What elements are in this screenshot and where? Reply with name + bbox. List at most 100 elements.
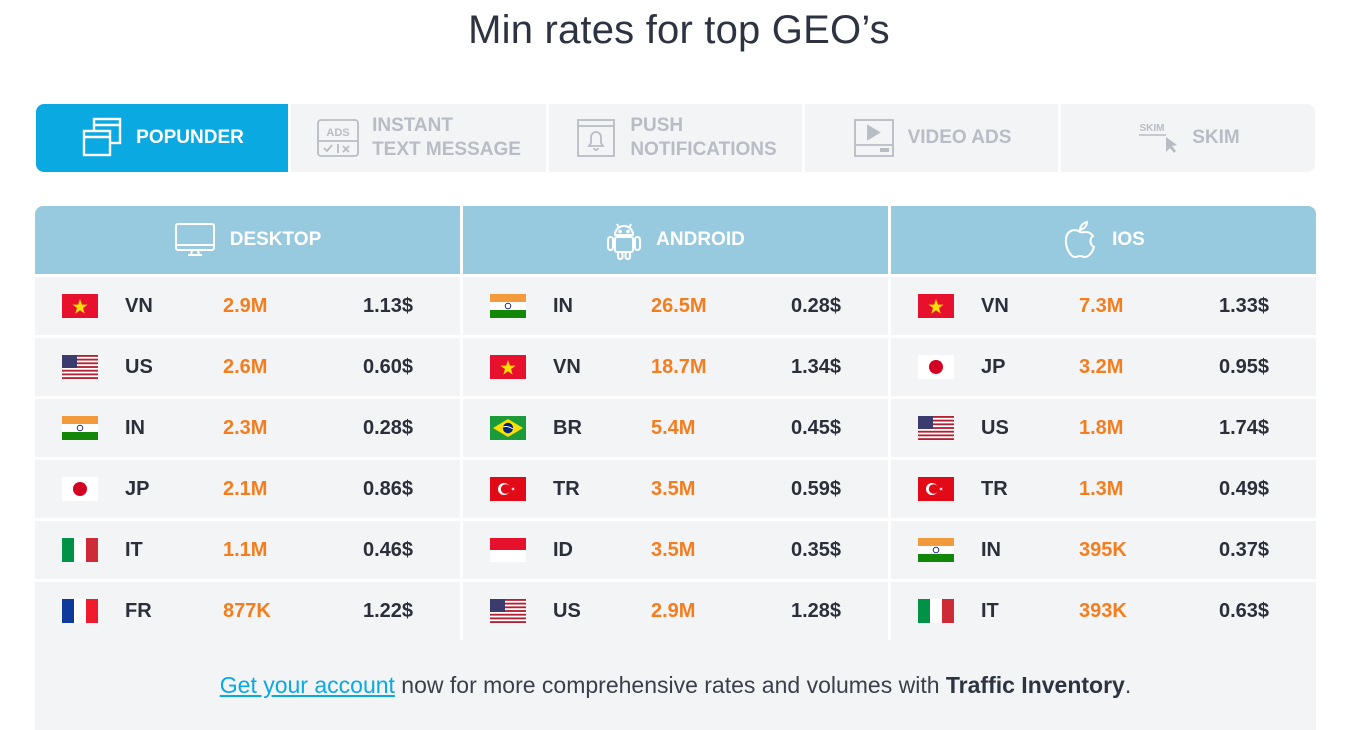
flag-vn-icon: [62, 294, 98, 318]
traffic-volume: 26.5M: [651, 294, 707, 317]
country-code: VN: [981, 294, 1009, 317]
tab-popunder[interactable]: POPUNDER: [36, 104, 288, 172]
table-row: IN 395K 0.37$: [891, 521, 1316, 579]
bell-notification-icon: [574, 116, 618, 160]
table-row: IN 2.3M 0.28$: [35, 399, 460, 457]
country-code: VN: [125, 294, 153, 317]
country-code: TR: [981, 477, 1008, 500]
traffic-volume: 877K: [223, 599, 271, 622]
min-rate: 0.45$: [791, 416, 842, 439]
country-code: JP: [125, 477, 150, 500]
traffic-volume: 18.7M: [651, 355, 707, 378]
page-title: Min rates for top GEO’s: [468, 8, 890, 52]
platform-header-ios: IOS: [891, 206, 1316, 274]
min-rate: 0.60$: [363, 355, 414, 378]
platform-name: IOS: [1112, 229, 1145, 250]
get-account-link[interactable]: Get your account: [219, 671, 395, 698]
min-rate: 0.59$: [791, 477, 842, 500]
traffic-volume: 5.4M: [651, 416, 696, 439]
tab-instant-text-message[interactable]: ADS INSTANT TEXT MESSAGE: [291, 104, 546, 172]
table-row: JP 2.1M 0.86$: [35, 460, 460, 518]
flag-tr-icon: [490, 477, 526, 501]
table-row: TR 3.5M 0.59$: [463, 460, 888, 518]
table-row: US 2.6M 0.60$: [35, 338, 460, 396]
flag-us-icon: [490, 599, 526, 623]
video-player-icon: [852, 116, 896, 160]
table-row: US 2.9M 1.28$: [463, 582, 888, 640]
country-code: IT: [125, 538, 143, 561]
min-rate: 0.46$: [363, 538, 414, 561]
traffic-volume: 1.3M: [1079, 477, 1124, 500]
flag-us-icon: [62, 355, 98, 379]
country-code: US: [125, 355, 153, 378]
tab-label: INSTANT TEXT MESSAGE: [372, 115, 521, 160]
traffic-volume: 395K: [1079, 538, 1127, 561]
traffic-volume: 1.1M: [223, 538, 268, 561]
table-row: US 1.8M 1.74$: [891, 399, 1316, 457]
footer-end-text: .: [1124, 671, 1132, 698]
table-row: ID 3.5M 0.35$: [463, 521, 888, 579]
android-icon: [606, 219, 642, 261]
tab-skim[interactable]: SKIM SKIM: [1061, 104, 1315, 172]
windows-icon: [80, 116, 124, 160]
skim-cursor-icon: SKIM: [1136, 116, 1180, 160]
tab-label: SKIM: [1192, 127, 1240, 148]
min-rate: 0.28$: [363, 416, 414, 439]
ad-format-tabs: POPUNDER ADS INSTANT TEXT MESSAGE PUSH N…: [36, 104, 1315, 172]
flag-br-icon: [490, 416, 526, 440]
flag-fr-icon: [62, 599, 98, 623]
traffic-volume: 2.6M: [223, 355, 268, 378]
traffic-volume: 2.9M: [651, 599, 696, 622]
min-rate: 0.28$: [791, 294, 842, 317]
rates-table: DESKTOP ANDROID IOS: [35, 206, 1316, 640]
country-code: IN: [981, 538, 1001, 561]
country-code: US: [553, 599, 581, 622]
flag-it-icon: [62, 538, 98, 562]
country-code: JP: [981, 355, 1006, 378]
footer-middle-text: now for more comprehensive rates and vol…: [394, 671, 946, 698]
traffic-volume: 2.1M: [223, 477, 268, 500]
country-code: US: [981, 416, 1009, 439]
tab-video-ads[interactable]: VIDEO ADS: [805, 104, 1058, 172]
flag-jp-icon: [918, 355, 954, 379]
platform-header-android: ANDROID: [463, 206, 888, 274]
table-row: FR 877K 1.22$: [35, 582, 460, 640]
table-row: JP 3.2M 0.95$: [891, 338, 1316, 396]
table-row: IN 26.5M 0.28$: [463, 277, 888, 335]
min-rate: 1.13$: [363, 294, 414, 317]
traffic-volume: 7.3M: [1079, 294, 1124, 317]
svg-text:SKIM: SKIM: [1140, 123, 1165, 134]
traffic-volume: 3.5M: [651, 538, 696, 561]
flag-in-icon: [918, 538, 954, 562]
table-row: BR 5.4M 0.45$: [463, 399, 888, 457]
traffic-volume: 3.5M: [651, 477, 696, 500]
table-row: VN 18.7M 1.34$: [463, 338, 888, 396]
platform-header-desktop: DESKTOP: [35, 206, 460, 274]
traffic-volume: 2.9M: [223, 294, 268, 317]
tab-label: VIDEO ADS: [907, 127, 1012, 148]
apple-icon: [1062, 220, 1098, 260]
flag-vn-icon: [490, 355, 526, 379]
footer-text: Get your account now for more comprehens…: [220, 672, 1131, 699]
tab-label: PUSH NOTIFICATIONS: [630, 115, 777, 160]
country-code: ID: [553, 538, 573, 561]
country-code: VN: [553, 355, 581, 378]
platform-column-ios: VN 7.3M 1.33$ JP 3.2M 0.95$ US 1.8M 1.74$ TR 1.3M 0…: [891, 277, 1316, 640]
tab-push-notifications[interactable]: PUSH NOTIFICATIONS: [549, 104, 802, 172]
country-code: IT: [981, 599, 999, 622]
flag-jp-icon: [62, 477, 98, 501]
country-code: IN: [125, 416, 145, 439]
country-code: IN: [553, 294, 573, 317]
country-code: FR: [125, 599, 152, 622]
svg-text:ADS: ADS: [326, 127, 349, 139]
min-rate: 1.22$: [363, 599, 414, 622]
flag-it-icon: [918, 599, 954, 623]
traffic-inventory-label: Traffic Inventory: [945, 671, 1125, 698]
min-rate: 0.35$: [791, 538, 842, 561]
min-rate: 0.37$: [1219, 538, 1270, 561]
table-row: VN 2.9M 1.13$: [35, 277, 460, 335]
min-rate: 1.28$: [791, 599, 842, 622]
min-rate: 0.95$: [1219, 355, 1270, 378]
min-rate: 0.63$: [1219, 599, 1270, 622]
table-row: IT 393K 0.63$: [891, 582, 1316, 640]
